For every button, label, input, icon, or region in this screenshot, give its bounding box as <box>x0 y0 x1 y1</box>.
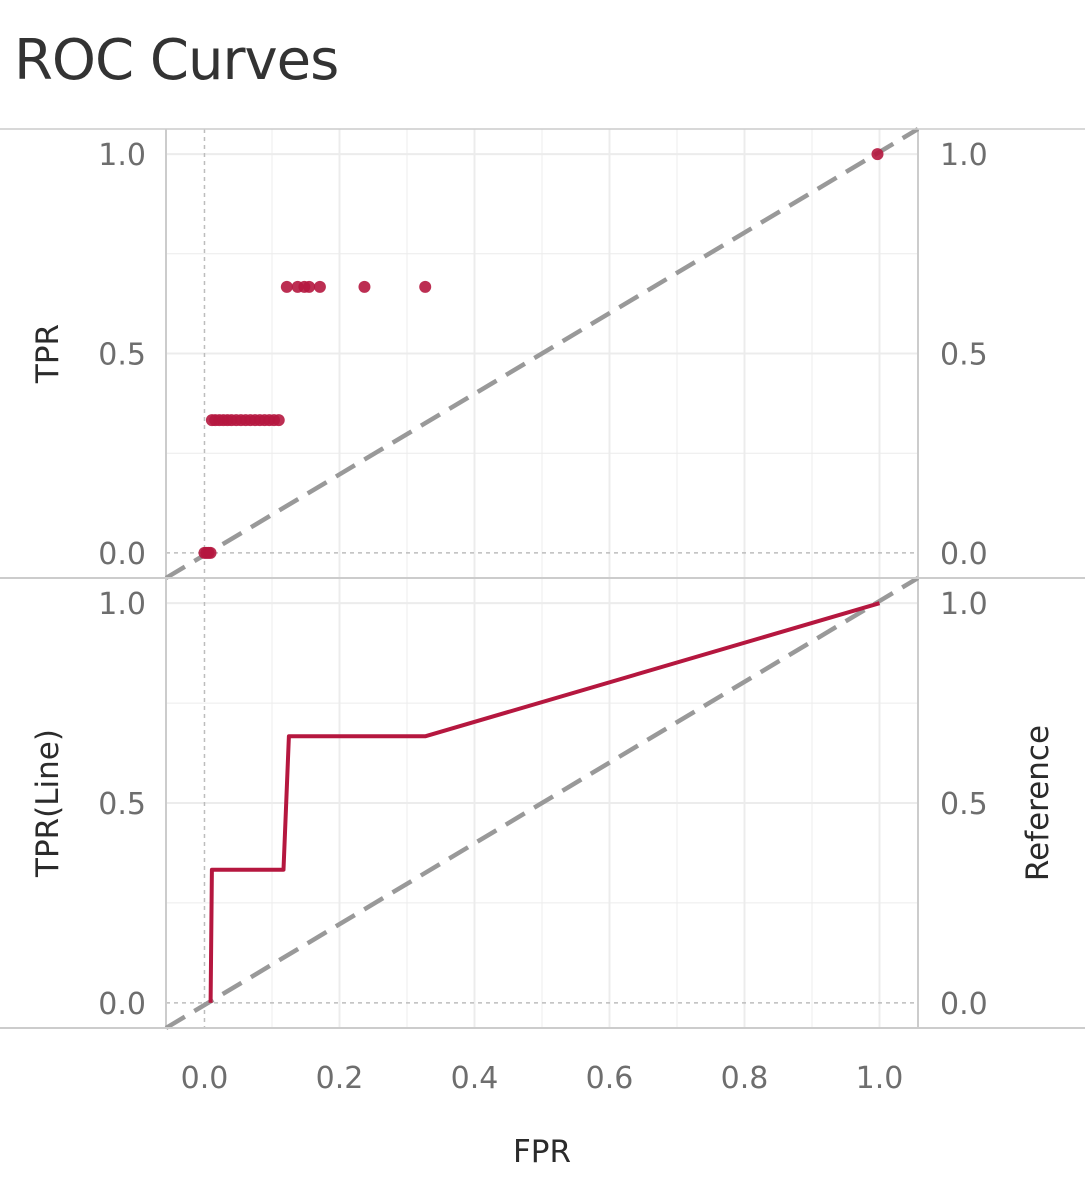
panel-bottom-y-tick-label-right: 0.0 <box>940 987 988 1022</box>
chart-title: ROC Curves <box>14 28 339 93</box>
panel-top-roc-point <box>871 148 884 161</box>
x-tick-label: 0.2 <box>316 1061 364 1096</box>
panel-top-reference-line <box>164 127 920 580</box>
panel-top-y-tick-label-right: 1.0 <box>940 138 988 173</box>
panel-top-y-tick-label-left: 0.0 <box>98 537 146 572</box>
panel-bottom-y-tick-label-left: 0.5 <box>98 787 146 822</box>
x-axis-title: FPR <box>513 1134 571 1170</box>
panel-top-y-tick-label-left: 0.5 <box>98 338 146 373</box>
panel-top-y-tick-label-right: 0.0 <box>940 537 988 572</box>
panel-top-y-tick-label-right: 0.5 <box>940 338 988 373</box>
panel-top-roc-point <box>204 546 217 559</box>
panel-top-roc-point <box>272 414 285 427</box>
panel-top-roc-point <box>313 280 326 293</box>
panel-bottom-y-tick-label-left: 1.0 <box>98 587 146 622</box>
x-tick-label: 0.4 <box>451 1061 499 1096</box>
panel-top-roc-point <box>419 280 432 293</box>
panel-bottom-right-axis-title: Reference <box>1020 725 1056 881</box>
panel-bottom-y-tick-label-right: 0.5 <box>940 787 988 822</box>
x-tick-label: 0.8 <box>721 1061 769 1096</box>
panel-top-roc-point <box>280 280 293 293</box>
panel-bottom-y-tick-label-left: 0.0 <box>98 987 146 1022</box>
panel-top-y-axis-title: TPR <box>30 324 66 384</box>
panel-bottom-reference-line <box>164 576 920 1030</box>
panel-top-roc-point <box>358 280 371 293</box>
panel-bottom-y-tick-label-right: 1.0 <box>940 587 988 622</box>
x-tick-label: 1.0 <box>856 1061 904 1096</box>
x-tick-label: 0.0 <box>181 1061 229 1096</box>
panel-top-roc-point <box>303 280 316 293</box>
panel-top-y-tick-label-left: 1.0 <box>98 138 146 173</box>
panel-bottom-roc-line <box>208 601 881 1003</box>
panel-bottom-y-axis-title: TPR(Line) <box>30 729 66 878</box>
x-tick-label: 0.6 <box>586 1061 634 1096</box>
